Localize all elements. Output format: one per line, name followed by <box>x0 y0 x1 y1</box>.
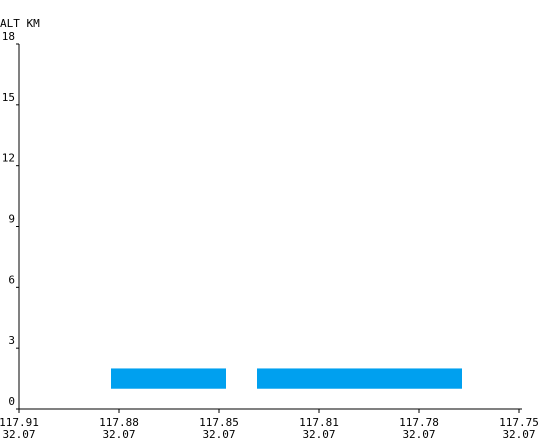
y-tick-label-2: 6 <box>8 273 15 286</box>
y-tick-label-1: 3 <box>8 334 15 347</box>
x-tick-lat-4: 32.07 <box>402 428 435 440</box>
x-tick-lon-1: 117.88 <box>99 416 139 429</box>
y-axis-label: ALT KM <box>0 17 40 30</box>
x-tick-lat-0: 32.07 <box>2 428 35 440</box>
x-ticks: 117.9132.07117.8832.07117.8532.07117.813… <box>0 409 539 440</box>
altitude-segment-0 <box>111 368 226 389</box>
y-tick-label-6: 18 <box>2 30 15 43</box>
y-tick-label-5: 15 <box>2 91 15 104</box>
y-ticks: 0 3 6 9 12 15 18 <box>2 30 19 410</box>
x-tick-lon-3: 117.81 <box>299 416 339 429</box>
x-tick-lat-3: 32.07 <box>302 428 335 440</box>
x-tick-lat-2: 32.07 <box>202 428 235 440</box>
altitude-segments <box>111 368 462 389</box>
x-tick-lon-5: 117.75 <box>499 416 539 429</box>
x-tick-lon-4: 117.78 <box>399 416 439 429</box>
x-tick-lat-1: 32.07 <box>102 428 135 440</box>
y-tick-label-4: 12 <box>2 152 15 165</box>
altitude-segment-1 <box>257 368 462 389</box>
y-tick-label-0: 0 <box>8 395 15 408</box>
x-tick-lat-5: 32.07 <box>502 428 535 440</box>
x-tick-lon-0: 117.91 <box>0 416 39 429</box>
x-tick-lon-2: 117.85 <box>199 416 239 429</box>
y-tick-label-3: 9 <box>8 213 15 226</box>
